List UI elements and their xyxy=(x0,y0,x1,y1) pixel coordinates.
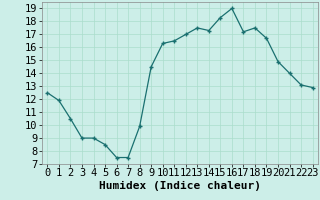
X-axis label: Humidex (Indice chaleur): Humidex (Indice chaleur) xyxy=(99,181,261,191)
